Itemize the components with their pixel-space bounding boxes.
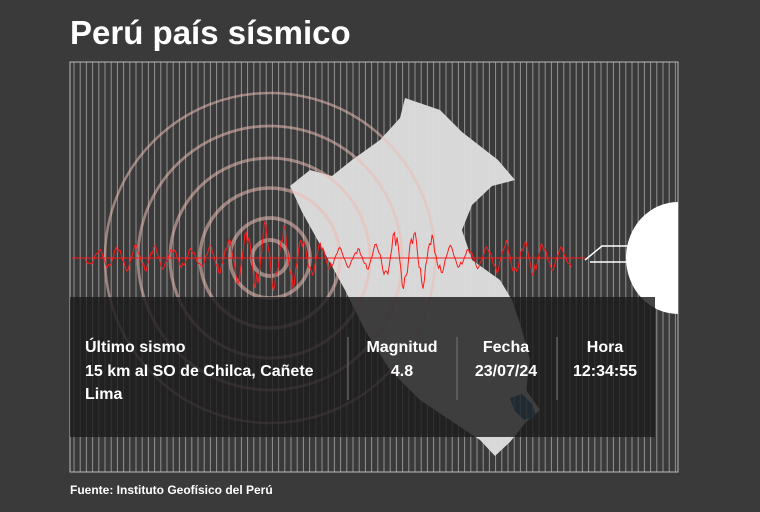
seismic-wave: [84, 221, 572, 291]
title: Perú país sísmico: [70, 14, 351, 51]
column-value: 12:34:55: [573, 363, 637, 380]
source: Fuente: Instituto Geofísico del Perú: [70, 483, 273, 497]
seismogram: [72, 221, 585, 291]
column-label: Magnitud: [366, 339, 437, 356]
column-value: 4.8: [391, 363, 413, 380]
info-location: 15 km al SO de Chilca, Cañete: [85, 363, 314, 380]
info-label: Último sismo: [85, 337, 186, 356]
column-value: 23/07/24: [475, 363, 537, 380]
dial: [626, 202, 678, 314]
indicator: [584, 202, 678, 314]
column-label: Hora: [587, 339, 624, 356]
info-region: Lima: [85, 386, 122, 403]
column-label: Fecha: [483, 339, 529, 356]
